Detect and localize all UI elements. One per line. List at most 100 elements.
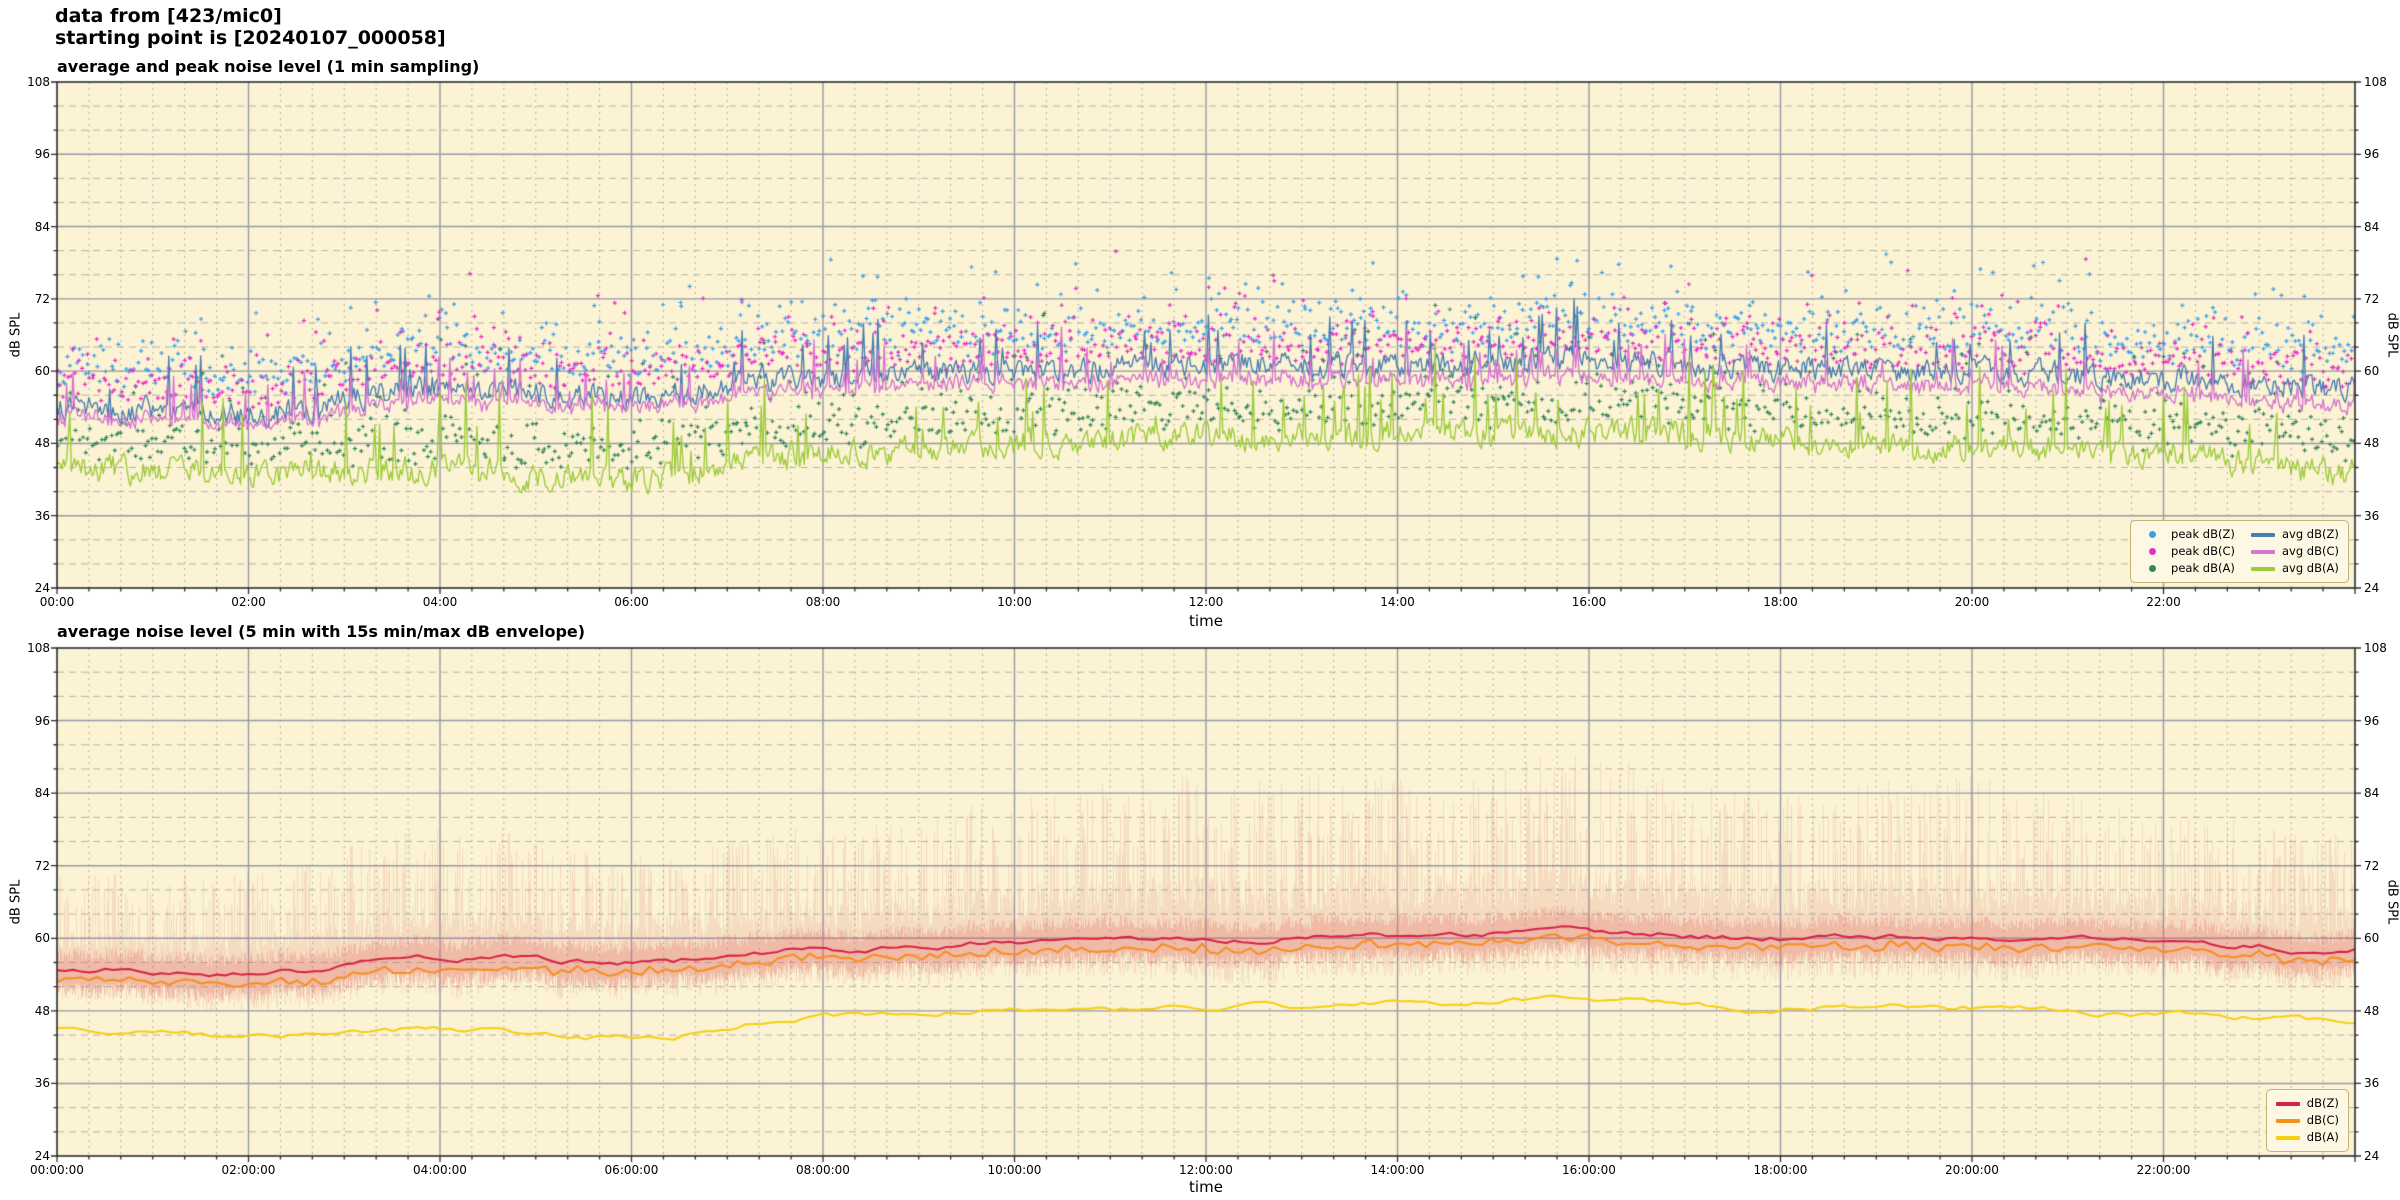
y-tick-label-right: 72 [2364, 858, 2380, 873]
chart1-ylabel-left: dB SPL [8, 312, 24, 358]
y-tick-label: 36 [34, 1076, 50, 1091]
y-tick-label-right: 108 [2364, 641, 2387, 655]
peak-dbc-marker-icon [2140, 548, 2164, 555]
y-tick-label-right: 24 [2364, 581, 2380, 595]
chart2-xlabel: time [1189, 1178, 1223, 1196]
chart2-ylabel-left: dB SPL [8, 879, 24, 925]
legend-item: peak dB(C) [2140, 543, 2235, 560]
legend-item: dB(C) [2275, 1112, 2339, 1129]
legend-label: dB(Z) [2306, 1096, 2339, 1110]
y-tick-label-right: 96 [2364, 147, 2380, 162]
avg-dbz-line-icon [2250, 532, 2275, 537]
chart1-title: average and peak noise level (1 min samp… [57, 57, 480, 76]
x-tick-label: 14:00:00 [1370, 1163, 1425, 1177]
y-tick-label-right: 72 [2364, 291, 2380, 306]
legend-label: avg dB(C) [2281, 544, 2339, 558]
y-tick-label-right: 36 [2364, 1076, 2380, 1091]
dbc-line-icon [2275, 1118, 2300, 1123]
y-tick-label: 60 [34, 364, 50, 379]
legend-label: dB(C) [2306, 1113, 2339, 1127]
x-tick-label: 16:00:00 [1562, 1163, 1616, 1177]
x-tick-label: 08:00 [805, 595, 841, 609]
peak-dbz-marker-icon [2140, 531, 2164, 538]
y-tick-label: 24 [34, 1149, 50, 1163]
chart2-title: average noise level (5 min with 15s min/… [57, 622, 586, 641]
avg-dbc-line-icon [2250, 549, 2275, 554]
legend-item: avg dB(A) [2250, 560, 2339, 577]
y-tick-label-right: 24 [2364, 1149, 2380, 1163]
legend-label: peak dB(Z) [2171, 527, 2235, 541]
legend-item: peak dB(Z) [2140, 526, 2235, 543]
x-tick-label: 18:00 [1763, 595, 1798, 609]
x-tick-label: 00:00 [39, 595, 75, 609]
y-tick-label: 108 [27, 641, 50, 655]
y-tick-label: 48 [34, 1003, 50, 1018]
x-tick-label: 02:00:00 [221, 1163, 276, 1177]
x-tick-label: 10:00 [997, 595, 1032, 609]
chart1-ylabel-right: dB SPL [2384, 312, 2400, 358]
x-tick-label: 08:00:00 [796, 1163, 850, 1177]
dba-line-icon [2275, 1135, 2300, 1140]
y-tick-label: 96 [34, 713, 50, 728]
legend-column: dB(Z) dB(C) dB(A) [2275, 1095, 2339, 1146]
legend-item: avg dB(Z) [2250, 526, 2339, 543]
y-tick-label-right: 36 [2364, 508, 2380, 523]
x-tick-label: 14:00 [1380, 595, 1415, 609]
y-tick-label-right: 60 [2364, 364, 2380, 379]
legend-item: dB(A) [2275, 1129, 2339, 1146]
avg-dba-line-icon [2250, 566, 2275, 571]
x-tick-label: 22:00 [2146, 595, 2181, 609]
y-tick-label: 108 [27, 75, 50, 89]
x-tick-label: 04:00 [422, 595, 458, 609]
chart1-xlabel: time [1189, 612, 1223, 630]
y-tick-label-right: 48 [2364, 436, 2380, 451]
y-tick-label: 24 [34, 581, 50, 595]
x-tick-label: 10:00:00 [987, 1163, 1042, 1177]
peak-dba-marker-icon [2140, 565, 2164, 572]
x-tick-label: 20:00:00 [1945, 1163, 1999, 1177]
x-tick-label: 12:00 [1188, 595, 1224, 609]
x-tick-label: 18:00:00 [1753, 1163, 1808, 1177]
legend-item: dB(Z) [2275, 1095, 2339, 1112]
y-tick-label-right: 96 [2364, 713, 2380, 728]
legend-label: peak dB(C) [2171, 544, 2235, 558]
dbz-line-icon [2275, 1101, 2300, 1106]
x-tick-label: 06:00:00 [604, 1163, 659, 1177]
y-tick-label: 72 [34, 858, 50, 873]
x-tick-label: 22:00:00 [2136, 1163, 2191, 1177]
y-tick-label: 84 [34, 786, 50, 801]
legend-label: peak dB(A) [2171, 561, 2235, 575]
legend-item: peak dB(A) [2140, 560, 2235, 577]
y-tick-label: 36 [34, 508, 50, 523]
y-tick-label-right: 60 [2364, 931, 2380, 946]
y-tick-label-right: 84 [2364, 219, 2380, 234]
x-tick-label: 02:00 [231, 595, 266, 609]
y-tick-label-right: 84 [2364, 786, 2380, 801]
y-tick-label: 60 [34, 931, 50, 946]
x-tick-label: 04:00:00 [413, 1163, 467, 1177]
y-tick-label: 72 [34, 291, 50, 306]
legend-label: avg dB(A) [2281, 561, 2339, 575]
y-tick-label: 96 [34, 147, 50, 162]
chart1-legend: peak dB(Z) peak dB(C) peak dB(A) avg dB(… [2130, 520, 2349, 583]
y-tick-label-right: 108 [2364, 75, 2387, 89]
y-tick-label: 84 [34, 219, 50, 234]
legend-column-averages: avg dB(Z) avg dB(C) avg dB(A) [2250, 526, 2339, 577]
x-tick-label: 00:00:00 [30, 1163, 84, 1177]
y-tick-label-right: 48 [2364, 1003, 2380, 1018]
header-line-2: starting point is [20240107_000058] [55, 27, 446, 49]
legend-column-peaks: peak dB(Z) peak dB(C) peak dB(A) [2140, 526, 2235, 577]
x-tick-label: 20:00 [1954, 595, 1990, 609]
legend-item: avg dB(C) [2250, 543, 2339, 560]
x-tick-label: 06:00 [614, 595, 649, 609]
chart2-legend: dB(Z) dB(C) dB(A) [2265, 1089, 2349, 1152]
x-tick-label: 12:00:00 [1179, 1163, 1233, 1177]
x-tick-label: 16:00 [1571, 595, 1607, 609]
legend-label: avg dB(Z) [2281, 527, 2339, 541]
y-tick-label: 48 [34, 436, 50, 451]
header-line-1: data from [423/mic0] [55, 5, 282, 27]
chart2-ylabel-right: dB SPL [2384, 879, 2400, 925]
legend-label: dB(A) [2306, 1130, 2339, 1144]
